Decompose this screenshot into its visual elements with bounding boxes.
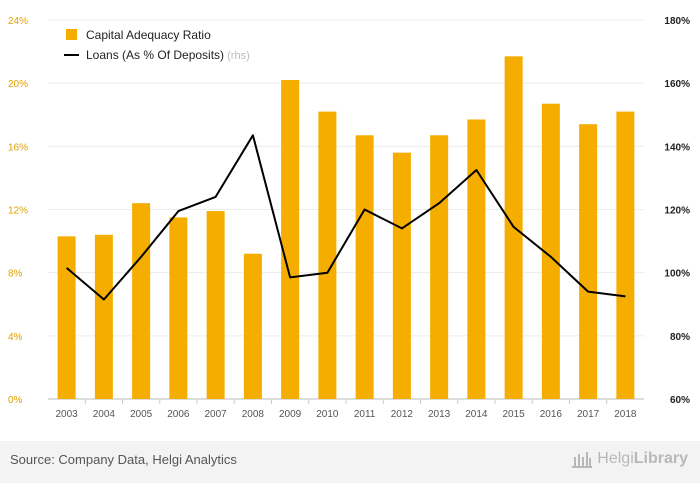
- right-tick-label: 80%: [670, 332, 690, 343]
- right-tick-label: 160%: [664, 79, 690, 90]
- x-tick-label: 2006: [167, 409, 190, 420]
- bar: [579, 124, 598, 399]
- left-tick-label: 8%: [8, 269, 23, 280]
- bar: [169, 217, 188, 399]
- footer: Source: Company Data, Helgi Analytics He…: [0, 441, 700, 483]
- right-tick-label: 120%: [664, 206, 690, 217]
- right-tick-label: 180%: [664, 16, 690, 27]
- x-tick-label: 2016: [540, 409, 563, 420]
- x-tick-label: 2008: [242, 409, 265, 420]
- right-tick-label: 140%: [664, 142, 690, 153]
- chart: 0% 4% 8% 12% 16% 20% 24% 60% 80% 100% 120% 140% 160%…: [8, 16, 690, 420]
- x-tick-label: 2018: [614, 409, 637, 420]
- right-tick-label: 100%: [664, 269, 690, 280]
- x-tick-label: 2012: [391, 409, 414, 420]
- bar: [616, 111, 635, 399]
- x-tick-label: 2004: [93, 409, 116, 420]
- source-note: Source: Company Data, Helgi Analytics: [10, 452, 237, 467]
- bar: [318, 111, 337, 399]
- bar: [430, 135, 449, 399]
- brand-name: HelgiLibrary: [597, 450, 688, 467]
- legend-rhs-note: (rhs): [224, 50, 250, 62]
- bar: [57, 236, 76, 399]
- library-building-icon: [572, 452, 593, 468]
- x-tick-label: 2015: [503, 409, 526, 420]
- left-tick-label: 24%: [8, 16, 28, 27]
- bar: [355, 135, 374, 399]
- x-tick-label: 2005: [130, 409, 153, 420]
- x-tick-label: 2011: [354, 409, 376, 420]
- bar: [206, 211, 225, 399]
- left-tick-label: 4%: [8, 332, 23, 343]
- left-tick-label: 20%: [8, 79, 28, 90]
- left-tick-label: 0%: [8, 395, 23, 406]
- x-tick-label: 2013: [428, 409, 451, 420]
- legend-swatch-bar: [66, 29, 77, 40]
- bar: [281, 80, 300, 399]
- x-tick-label: 2010: [316, 409, 339, 420]
- bar: [541, 103, 560, 399]
- right-tick-label: 60%: [670, 395, 690, 406]
- x-tick-label: 2014: [465, 409, 488, 420]
- bar: [467, 119, 486, 400]
- brand-logo: HelgiLibrary: [571, 449, 688, 469]
- x-tick-label: 2009: [279, 409, 302, 420]
- x-tick-label: 2003: [56, 409, 79, 420]
- left-tick-label: 16%: [8, 142, 28, 153]
- x-tick-label: 2017: [577, 409, 600, 420]
- bar: [132, 203, 151, 399]
- bar: [243, 253, 262, 399]
- legend-label: Capital Adequacy Ratio: [86, 28, 211, 42]
- loans-line: [65, 134, 626, 301]
- bar: [94, 234, 113, 399]
- bar: [392, 152, 411, 399]
- legend-label: Loans (As % Of Deposits) (rhs): [86, 48, 250, 62]
- left-tick-label: 12%: [8, 206, 28, 217]
- x-tick-label: 2007: [205, 409, 228, 420]
